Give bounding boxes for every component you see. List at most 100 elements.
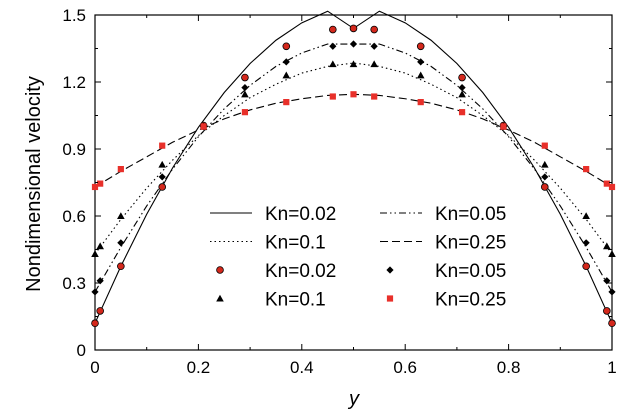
data-point xyxy=(416,71,425,79)
y-tick-label: 0.6 xyxy=(62,207,86,226)
legend-label: Kn=0.02 xyxy=(265,204,336,225)
legend-label: Kn=0.02 xyxy=(265,261,336,282)
legend-item: Kn=0.1 xyxy=(216,290,326,311)
y-tick-label: 1.2 xyxy=(62,73,86,92)
data-point xyxy=(608,319,616,328)
legend-swatch xyxy=(216,266,224,274)
data-point xyxy=(349,40,358,48)
series-line-1 xyxy=(94,43,613,293)
x-tick-label: 0.4 xyxy=(290,358,314,377)
data-point xyxy=(608,183,616,191)
data-point xyxy=(583,166,590,173)
legend-label: Kn=0.05 xyxy=(435,204,506,225)
data-point xyxy=(282,58,290,66)
data-point xyxy=(370,60,378,68)
series-markers-7 xyxy=(91,91,616,191)
data-point xyxy=(416,42,425,51)
x-axis-title: y xyxy=(347,388,360,410)
data-point xyxy=(91,250,99,258)
data-point xyxy=(603,307,611,315)
data-point xyxy=(500,123,507,130)
y-tick-label: 1.5 xyxy=(62,6,86,25)
data-point xyxy=(329,60,337,68)
data-point xyxy=(582,262,590,271)
legend-item: Kn=0.1 xyxy=(210,233,326,254)
data-point xyxy=(91,319,99,328)
legend-swatch xyxy=(216,294,224,302)
data-point xyxy=(371,93,378,100)
data-point xyxy=(582,212,590,220)
legend-swatch xyxy=(386,266,394,274)
data-point xyxy=(329,25,337,34)
data-point xyxy=(282,42,291,51)
legend-label: Kn=0.1 xyxy=(265,233,326,254)
data-point xyxy=(283,99,290,106)
data-point xyxy=(158,160,167,168)
data-point xyxy=(241,109,249,116)
x-tick-label: 0 xyxy=(90,358,99,377)
x-tick-label: 0.8 xyxy=(497,358,521,377)
data-point xyxy=(603,242,611,250)
y-tick-label: 0 xyxy=(77,341,86,360)
data-point xyxy=(241,90,249,98)
y-axis-title: Nondimensional velocity xyxy=(23,76,45,292)
data-point xyxy=(608,288,616,296)
y-tick-label: 0.3 xyxy=(62,274,86,293)
data-point xyxy=(417,58,425,66)
data-point xyxy=(96,307,104,315)
series-markers xyxy=(91,24,616,328)
data-point xyxy=(458,83,466,92)
data-point xyxy=(458,109,466,116)
legend-item: Kn=0.05 xyxy=(386,261,506,282)
series-markers-4 xyxy=(91,24,616,328)
data-point xyxy=(96,242,104,250)
data-point xyxy=(458,90,466,98)
data-point xyxy=(417,99,424,106)
legend-label: Kn=0.25 xyxy=(435,233,506,254)
data-point xyxy=(541,142,548,149)
data-point xyxy=(241,73,249,82)
data-point xyxy=(350,91,357,98)
legend-item: Kn=0.05 xyxy=(380,204,506,225)
data-point xyxy=(540,160,549,168)
data-point xyxy=(540,183,549,191)
data-point xyxy=(117,239,125,247)
data-point xyxy=(200,123,207,130)
legend-label: Kn=0.05 xyxy=(435,261,506,282)
legend-swatch xyxy=(386,295,394,302)
data-point xyxy=(329,42,337,50)
data-point xyxy=(91,183,99,191)
legend-item: Kn=0.02 xyxy=(216,261,336,282)
data-point xyxy=(282,71,291,79)
legend-label: Kn=0.1 xyxy=(265,290,326,311)
data-point xyxy=(608,250,616,258)
data-point xyxy=(117,262,125,271)
data-point xyxy=(541,173,549,181)
data-point xyxy=(370,25,378,34)
y-tick-label: 0.9 xyxy=(62,140,86,159)
data-point xyxy=(117,166,124,173)
data-point xyxy=(241,83,249,92)
data-point xyxy=(159,142,166,149)
data-point xyxy=(158,183,167,191)
data-point xyxy=(603,180,610,187)
data-point xyxy=(329,93,336,100)
data-point xyxy=(349,24,358,33)
x-tick-label: 0.6 xyxy=(393,358,417,377)
legend-item: Kn=0.25 xyxy=(380,233,506,254)
data-point xyxy=(582,239,590,247)
data-point xyxy=(458,73,466,82)
data-point xyxy=(117,212,125,220)
legend-item: Kn=0.25 xyxy=(386,290,506,311)
legend-item: Kn=0.02 xyxy=(210,204,336,225)
axis-ticks: 0 0.2 0.4 0.6 0.8 1 0 0.3 0.6 0.9 1.2 1.5 xyxy=(62,6,616,377)
x-tick-label: 1 xyxy=(607,358,616,377)
data-point xyxy=(97,180,104,187)
x-tick-label: 0.2 xyxy=(187,358,211,377)
data-point xyxy=(370,42,378,50)
data-point xyxy=(158,173,166,181)
legend: Kn=0.02 Kn=0.05 Kn=0.1 Kn=0.25 Kn=0.02 Kn=0.0… xyxy=(210,204,506,311)
data-point xyxy=(349,60,358,68)
legend-label: Kn=0.25 xyxy=(435,290,506,311)
